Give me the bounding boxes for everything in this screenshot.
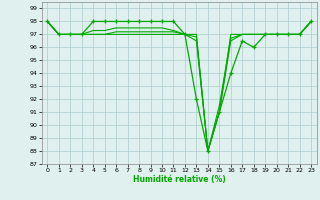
X-axis label: Humidité relative (%): Humidité relative (%) bbox=[133, 175, 226, 184]
